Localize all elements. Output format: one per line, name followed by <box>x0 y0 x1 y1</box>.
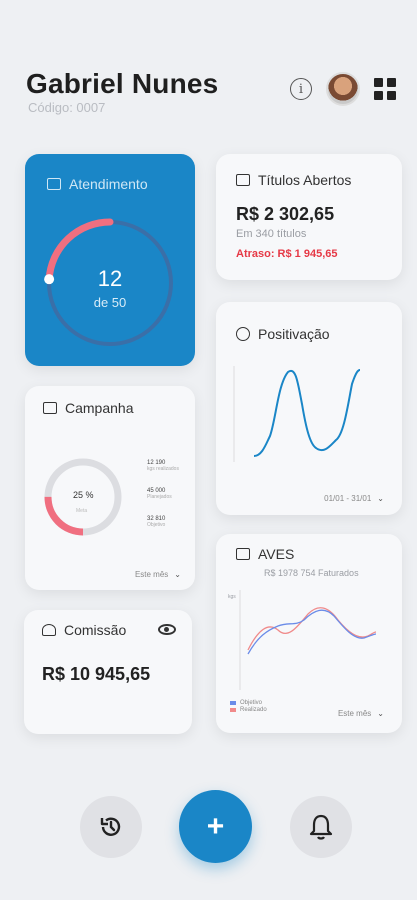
header-actions: i <box>290 72 396 106</box>
gauge-progress <box>45 218 175 348</box>
aves-title: AVES <box>236 546 294 562</box>
user-money-icon <box>42 624 56 636</box>
money-icon <box>236 174 250 186</box>
calendar-icon <box>47 178 61 190</box>
chevron-down-icon: ⌄ <box>174 570 181 579</box>
aves-objetivo-line <box>247 609 377 655</box>
avatar[interactable] <box>326 72 360 106</box>
legend-swatch <box>230 701 236 705</box>
notifications-button[interactable] <box>290 796 352 858</box>
campanha-percent: 25 % <box>73 490 94 500</box>
positivacao-period[interactable]: 01/01 - 31/01 ⌄ <box>324 494 384 503</box>
comissao-card[interactable]: Comissão R$ 10 945,65 <box>24 610 192 734</box>
header: Gabriel Nunes Código: 0007 i <box>26 68 396 118</box>
campanha-card[interactable]: Campanha 25 % Meta 12 190 kgs realizados… <box>25 386 195 590</box>
stat-value: 12 190 <box>147 460 166 466</box>
positivacao-title: Positivação <box>236 326 330 342</box>
add-button[interactable]: + <box>179 790 252 863</box>
apps-grid-icon[interactable] <box>374 78 396 100</box>
campanha-sub: Meta <box>76 508 88 514</box>
aves-realizado-line <box>247 607 377 651</box>
history-button[interactable] <box>80 796 142 858</box>
campanha-period[interactable]: Este mês ⌄ <box>134 570 181 579</box>
stat-caption: Objetivo <box>147 522 166 528</box>
plus-icon: + <box>206 809 225 843</box>
stat-value: 32 810 <box>147 516 166 522</box>
aves-chart <box>239 590 377 690</box>
chart-icon <box>236 548 250 560</box>
stat-value: 45 000 <box>147 488 166 494</box>
campanha-title: Campanha <box>43 400 134 416</box>
atendimento-title: Atendimento <box>47 176 148 192</box>
comissao-title: Comissão <box>42 622 126 638</box>
user-code: Código: 0007 <box>28 100 106 115</box>
legend-swatch <box>230 708 236 712</box>
atendimento-gauge <box>44 218 175 348</box>
titulos-amount: R$ 2 302,65 <box>236 204 335 224</box>
aves-subtitle: R$ 1978 754 Faturados <box>264 568 359 578</box>
aves-period[interactable]: Este mês ⌄ <box>337 709 384 718</box>
comissao-amount: R$ 10 945,65 <box>42 664 151 684</box>
smile-icon <box>236 327 250 341</box>
stat-caption: Planejados <box>147 494 172 500</box>
atendimento-total: de 50 <box>93 295 127 310</box>
legend-item: Realizado <box>230 707 267 713</box>
history-icon <box>100 817 121 836</box>
aves-y-label: kgs <box>228 594 236 600</box>
atendimento-card[interactable]: Atendimento 12 de 50 <box>25 154 195 366</box>
atendimento-value: 12 <box>97 266 123 291</box>
titulos-card[interactable]: Títulos Abertos R$ 2 302,65 Em 340 títul… <box>216 154 402 280</box>
chevron-down-icon: ⌄ <box>377 709 384 718</box>
campanha-stats: 12 190 kgs realizados 45 000 Planejados … <box>147 460 179 544</box>
titulos-late: Atraso: R$ 1 945,65 <box>236 248 338 260</box>
user-name: Gabriel Nunes <box>26 68 219 99</box>
chevron-down-icon: ⌄ <box>377 494 384 503</box>
aves-card[interactable]: AVES R$ 1978 754 Faturados kgs Objetivo … <box>216 534 402 733</box>
campanha-donut <box>44 458 122 536</box>
titulos-count: Em 340 títulos <box>236 228 307 240</box>
aves-legend: Objetivo Realizado <box>230 700 267 714</box>
info-icon[interactable]: i <box>290 78 312 100</box>
titulos-title: Títulos Abertos <box>236 172 351 188</box>
stat-caption: kgs realizados <box>147 466 179 472</box>
campaign-icon <box>43 402 57 414</box>
bell-icon <box>309 814 333 840</box>
positivacao-card[interactable]: Positivação 01/01 - 31/01 ⌄ <box>216 302 402 515</box>
positivacao-chart <box>233 366 361 462</box>
donut-progress <box>44 458 122 536</box>
gauge-handle <box>44 274 55 285</box>
legend-item: Objetivo <box>230 700 267 706</box>
eye-icon[interactable] <box>158 624 176 635</box>
positivacao-line <box>253 369 361 457</box>
